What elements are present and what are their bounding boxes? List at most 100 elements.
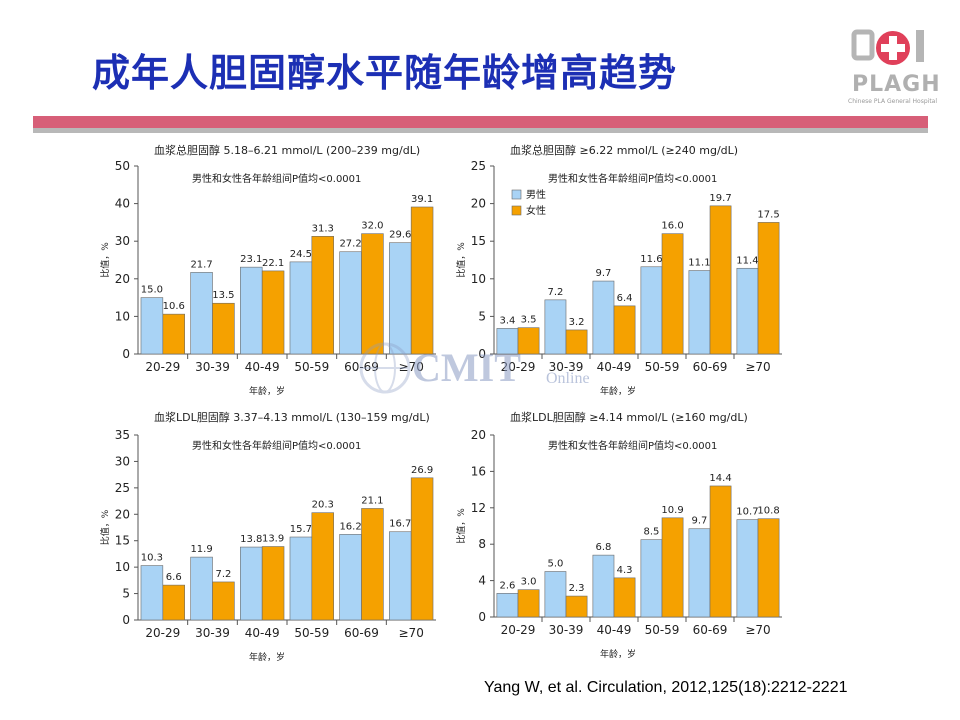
chart-tc-high: 血浆总胆固醇 ≥6.22 mmol/L (≥240 mg/dL) 男性和女性各年龄… (455, 143, 782, 397)
bar-value-label: 39.1 (411, 194, 433, 205)
y-axis-label: 比值，% (99, 242, 111, 278)
legend-label: 男性 (526, 188, 546, 201)
bar-male (640, 539, 663, 618)
x-tick-label: 30-39 (195, 360, 230, 374)
bar-female (261, 546, 285, 621)
x-tick-label: 60-69 (693, 623, 728, 637)
chart-ldl-high: 血浆LDL胆固醇 ≥4.14 mmol/L (≥160 mg/dL) 男性和女性各… (455, 410, 782, 660)
bar-value-label: 14.4 (709, 473, 731, 484)
bar-female (162, 584, 185, 621)
chart-panel-2: 血浆总胆固醇 ≥6.22 mmol/L (≥240 mg/dL) 男性和女性各年龄… (452, 138, 790, 400)
bar-female (709, 205, 732, 355)
y-tick-label: 0 (122, 347, 130, 361)
y-tick-label: 12 (471, 501, 486, 515)
legend-label: 女性 (526, 204, 546, 217)
x-tick-label: 60-69 (344, 626, 379, 640)
y-tick-label: 30 (115, 234, 130, 248)
x-tick-label: 40-49 (597, 623, 632, 637)
bar-male (289, 536, 313, 621)
bar-female (565, 595, 588, 618)
y-tick-label: 15 (115, 534, 130, 548)
bar-value-label: 11.9 (190, 544, 212, 555)
y-tick-label: 8 (478, 537, 486, 551)
bar-value-label: 27.2 (339, 239, 361, 250)
bar-female (565, 329, 588, 355)
y-tick-label: 10 (115, 560, 130, 574)
watermark-text: CMIT (412, 345, 521, 390)
header-divider-red (33, 116, 928, 128)
y-tick-label: 25 (115, 481, 130, 495)
y-tick-label: 5 (478, 309, 486, 323)
bar-female (613, 305, 636, 355)
y-tick-label: 10 (471, 272, 486, 286)
bar-value-label: 3.4 (499, 315, 515, 326)
chart-title: 血浆总胆固醇 5.18–6.21 mmol/L (200–239 mg/dL) (154, 143, 420, 157)
chart-panel-1: 血浆总胆固醇 5.18–6.21 mmol/L (200–239 mg/dL) 男… (96, 138, 446, 400)
chart-subtitle: 男性和女性各年龄组间P值均<0.0001 (192, 439, 361, 452)
bar-value-label: 23.1 (240, 254, 262, 265)
y-tick-label: 50 (115, 159, 130, 173)
bar-female (517, 589, 540, 618)
x-tick-label: 20-29 (501, 360, 536, 374)
bar-male (736, 267, 759, 355)
bar-value-label: 10.9 (661, 505, 683, 516)
bar-female (709, 485, 732, 618)
bar-value-label: 21.7 (190, 259, 212, 270)
bar-value-label: 11.1 (688, 258, 710, 269)
bar-value-label: 11.4 (736, 255, 758, 266)
header-divider-gray (33, 128, 928, 133)
x-tick-label: 50-59 (294, 626, 329, 640)
y-tick-label: 40 (115, 197, 130, 211)
chart-title: 血浆总胆固醇 ≥6.22 mmol/L (≥240 mg/dL) (510, 143, 738, 157)
bar-male (140, 297, 164, 355)
y-axis-label: 比值，% (99, 509, 111, 545)
y-tick-label: 35 (115, 428, 130, 442)
bar-male (688, 528, 711, 618)
bar-male (190, 272, 213, 355)
bar-value-label: 6.6 (166, 572, 182, 583)
x-tick-label: 50-59 (294, 360, 329, 374)
bar-value-label: 16.7 (389, 519, 411, 530)
y-tick-label: 30 (115, 454, 130, 468)
y-axis-label: 比值，% (455, 242, 467, 278)
y-tick-label: 15 (471, 234, 486, 248)
x-tick-label: 20-29 (501, 623, 536, 637)
watermark-globe-icon (359, 342, 411, 394)
bar-male (339, 251, 362, 355)
bar-female (757, 222, 780, 355)
y-tick-label: 20 (115, 507, 130, 521)
bar-value-label: 16.2 (339, 521, 361, 532)
x-tick-label: 60-69 (344, 360, 379, 374)
x-tick-label: 30-39 (195, 626, 230, 640)
bar-female (212, 302, 235, 355)
bar-female (361, 508, 384, 621)
bar-male (544, 299, 567, 355)
bar-female (261, 270, 285, 355)
hospital-logo-icon (851, 29, 924, 65)
y-tick-label: 10 (115, 309, 130, 323)
bar-value-label: 3.0 (521, 577, 537, 588)
bar-female (410, 477, 434, 621)
chart-title: 血浆LDL胆固醇 ≥4.14 mmol/L (≥160 mg/dL) (510, 410, 748, 424)
chart-subtitle: 男性和女性各年龄组间P值均<0.0001 (548, 172, 717, 185)
bar-male (688, 270, 711, 355)
bar-female (661, 233, 684, 355)
x-tick-label: 40-49 (597, 360, 632, 374)
bar-male (496, 593, 519, 618)
x-tick-label: 40-49 (245, 360, 280, 374)
bar-value-label: 10.7 (736, 507, 758, 518)
chart-ldl-borderline: 血浆LDL胆固醇 3.37–4.13 mmol/L (130–159 mg/dL… (99, 410, 436, 663)
bar-value-label: 29.6 (389, 230, 411, 241)
bar-male (389, 531, 412, 621)
y-tick-label: 0 (122, 613, 130, 627)
bar-female (613, 577, 636, 618)
x-tick-label: 30-39 (549, 360, 584, 374)
bar-value-label: 3.5 (521, 315, 537, 326)
bar-female (361, 233, 384, 355)
bar-value-label: 10.8 (757, 506, 779, 517)
logo-subtitle: Chinese PLA General Hospital (848, 98, 938, 105)
chart-panel-3: 血浆LDL胆固醇 3.37–4.13 mmol/L (130–159 mg/dL… (96, 405, 446, 670)
chart-subtitle: 男性和女性各年龄组间P值均<0.0001 (548, 439, 717, 452)
bar-value-label: 24.5 (290, 249, 312, 260)
bar-value-label: 4.3 (617, 565, 633, 576)
